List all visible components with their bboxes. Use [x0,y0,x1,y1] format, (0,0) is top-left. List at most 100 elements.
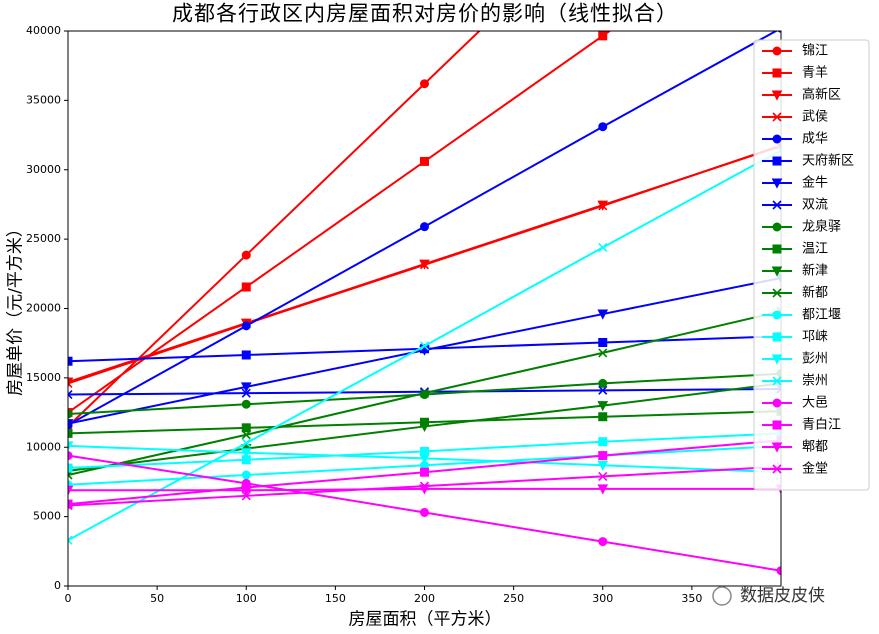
marker [771,266,783,277]
marker [420,222,429,232]
legend-label: 青白江 [802,417,841,433]
watermark-text: 数据皮皮侠 [740,586,825,606]
marker [598,122,608,132]
marker [419,388,430,398]
marker [68,463,73,473]
marker [241,438,251,448]
marker [68,500,73,511]
marker [772,112,782,122]
x-tick-label: 50 [150,592,164,605]
legend-label: 天府新区 [802,153,854,169]
marker [772,464,782,474]
marker [419,481,430,491]
marker [241,423,251,433]
watermark: 数据皮皮侠 [712,586,825,606]
legend-label: 崇州 [802,374,828,389]
legend-box [753,39,870,491]
marker [598,412,608,422]
marker [68,535,73,545]
x-tick-label: 300 [592,592,613,605]
legend-label: 郫都 [802,439,828,455]
marker [240,382,252,393]
legend-label: 锦江 [802,44,828,59]
legend-label: 龙泉驿 [802,219,841,235]
marker [241,350,251,360]
marker [68,419,74,430]
marker [598,201,608,211]
legend-label: 温江 [802,242,828,257]
marker [772,46,782,56]
marker [598,31,608,41]
y-tick-label: 0 [54,579,61,592]
marker [772,420,782,430]
legend-label: 高新区 [802,87,841,103]
y-tick-label: 10000 [26,440,61,453]
legend-label: 武侯 [802,110,828,125]
marker [68,378,73,388]
marker [419,341,430,351]
marker [772,332,782,342]
marker [776,566,781,576]
legend-label: 大邑 [802,396,828,411]
marker [772,244,782,254]
x-tick-label: 250 [503,592,524,605]
marker [772,310,782,320]
watermark-icon [712,586,732,606]
marker [240,485,252,496]
legend-label: 青羊 [802,65,828,81]
marker [241,430,251,440]
marker [597,309,609,320]
marker [241,470,251,480]
marker [68,428,73,438]
marker [598,437,608,447]
legend-label: 双流 [802,198,828,213]
y-axis-label: 房屋单价（元/平方米） [6,220,26,396]
legend-label: 彭州 [802,352,828,367]
legend-label: 都江堰 [802,308,841,323]
y-tick-label: 35000 [26,93,61,106]
marker [772,200,782,210]
x-tick-label: 350 [681,592,702,605]
marker [68,485,74,496]
y-tick-label: 15000 [26,371,61,384]
marker [771,442,783,453]
legend: 锦江青羊高新区武侯成华天府新区金牛双流龙泉驿温江新津新都都江堰邛崃彭州崇州大邑青… [753,39,870,491]
marker [598,348,608,358]
marker [419,453,430,464]
marker [68,409,73,419]
marker [241,282,251,292]
marker [598,385,608,395]
x-tick-label: 100 [236,592,257,605]
marker [68,389,73,400]
marker [241,399,251,409]
marker [68,441,74,452]
marker [598,471,608,481]
y-tick-label: 30000 [26,163,61,176]
marker [597,484,609,495]
marker [68,356,73,366]
y-tick-label: 5000 [33,510,61,523]
marker [771,90,783,101]
legend-label: 成华 [802,132,828,147]
marker [597,401,609,412]
marker [772,134,782,144]
plot-area [68,31,781,576]
legend-label: 新津 [802,263,828,279]
marker [771,178,783,189]
marker [420,79,429,89]
legend-label: 金牛 [802,175,828,191]
marker [241,250,251,260]
x-axis-label: 房屋面积（平方米） [349,610,502,630]
marker [240,448,252,459]
marker [420,156,429,166]
y-tick-label: 25000 [26,232,61,245]
marker [597,460,609,471]
marker [772,398,782,408]
marker [420,507,429,517]
marker [241,491,251,501]
marker [68,451,73,461]
marker [772,222,782,232]
y-tick-label: 20000 [26,302,61,315]
